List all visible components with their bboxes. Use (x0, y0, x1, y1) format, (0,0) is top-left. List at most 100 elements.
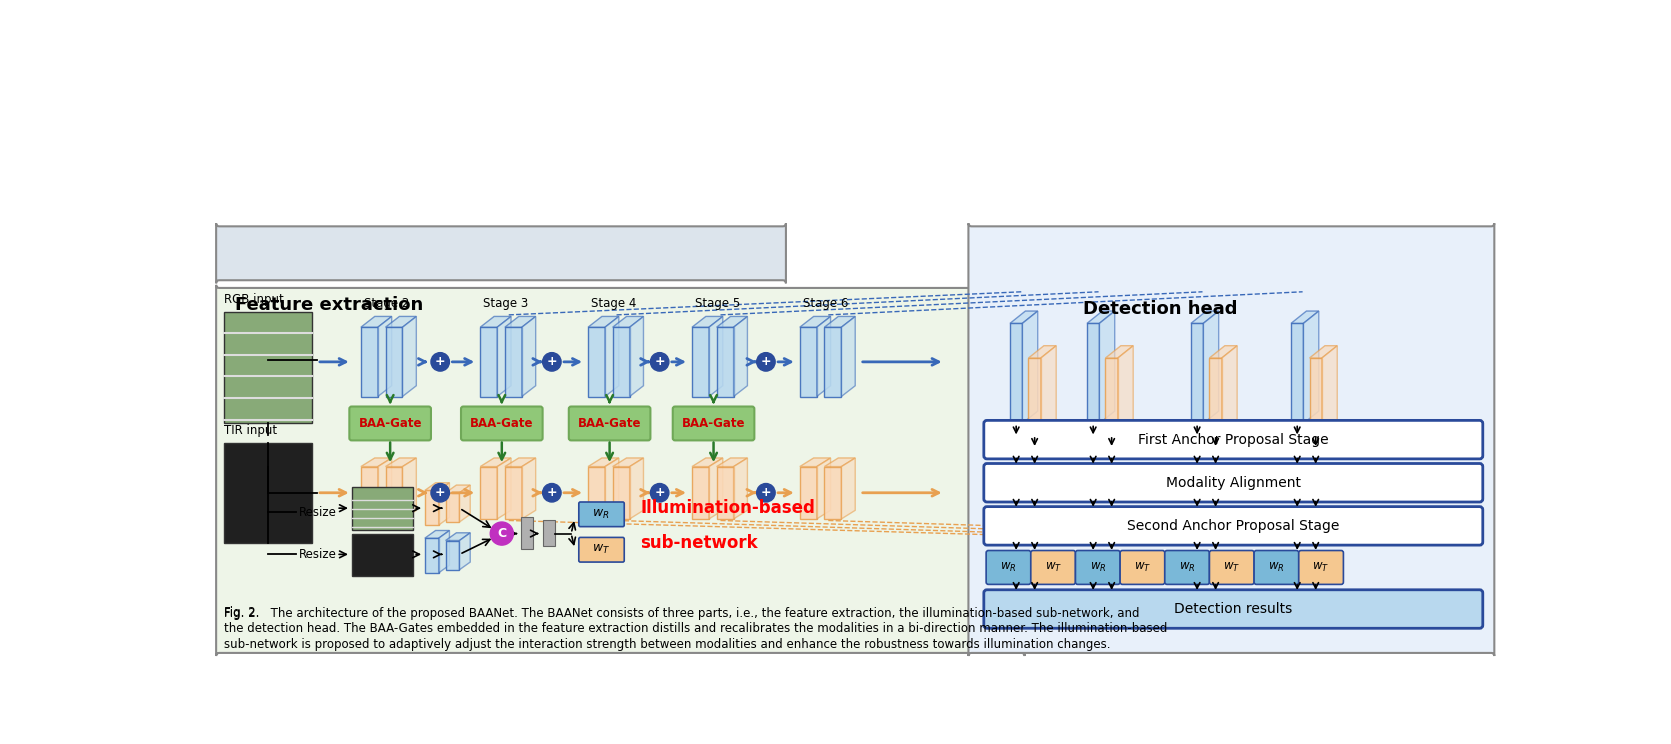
Text: Second Anchor Proposal Stage: Second Anchor Proposal Stage (1128, 519, 1340, 533)
Polygon shape (800, 466, 817, 519)
Polygon shape (446, 485, 470, 493)
Polygon shape (1203, 311, 1218, 423)
Polygon shape (1088, 311, 1115, 324)
Polygon shape (446, 493, 460, 522)
Polygon shape (424, 483, 449, 490)
Text: Modality Alignment: Modality Alignment (1166, 475, 1300, 490)
Circle shape (490, 522, 513, 545)
Polygon shape (824, 327, 842, 397)
Polygon shape (1023, 311, 1038, 423)
Text: Stage 6: Stage 6 (802, 297, 847, 310)
Polygon shape (842, 316, 856, 397)
Polygon shape (605, 316, 618, 397)
Polygon shape (361, 466, 378, 519)
Polygon shape (717, 466, 734, 519)
Polygon shape (1210, 346, 1237, 358)
Polygon shape (630, 316, 643, 397)
Polygon shape (480, 458, 511, 466)
FancyBboxPatch shape (1031, 551, 1076, 584)
Text: +: + (546, 356, 556, 368)
Text: Feature extraction: Feature extraction (234, 296, 423, 315)
Polygon shape (378, 458, 391, 519)
FancyBboxPatch shape (984, 590, 1482, 628)
Text: Detection head: Detection head (1083, 301, 1238, 318)
Polygon shape (386, 316, 416, 327)
Polygon shape (1292, 324, 1303, 423)
Text: Stage 2: Stage 2 (364, 297, 409, 310)
Polygon shape (505, 466, 521, 519)
Polygon shape (386, 466, 403, 519)
FancyBboxPatch shape (349, 406, 431, 440)
Polygon shape (709, 316, 724, 397)
Polygon shape (692, 466, 709, 519)
Polygon shape (734, 458, 747, 519)
FancyBboxPatch shape (521, 516, 533, 549)
Text: $w_R$: $w_R$ (1089, 561, 1106, 574)
Polygon shape (630, 458, 643, 519)
Text: BAA-Gate: BAA-Gate (358, 417, 421, 430)
Text: Stage 3: Stage 3 (483, 297, 528, 310)
Polygon shape (717, 316, 747, 327)
Polygon shape (1222, 346, 1237, 435)
Text: +: + (655, 487, 665, 499)
Polygon shape (800, 327, 817, 397)
FancyBboxPatch shape (984, 464, 1482, 502)
Polygon shape (1028, 346, 1056, 358)
Polygon shape (1106, 358, 1118, 435)
FancyBboxPatch shape (969, 223, 1494, 656)
Text: Resize: Resize (299, 548, 338, 561)
Polygon shape (505, 316, 536, 327)
Polygon shape (692, 316, 724, 327)
Polygon shape (734, 316, 747, 397)
FancyBboxPatch shape (351, 533, 413, 576)
Text: Detection results: Detection results (1175, 602, 1292, 616)
Polygon shape (1100, 311, 1115, 423)
Text: $w_T$: $w_T$ (592, 543, 610, 557)
Circle shape (757, 484, 775, 502)
Polygon shape (692, 327, 709, 397)
Polygon shape (817, 316, 830, 397)
Polygon shape (588, 458, 618, 466)
Polygon shape (588, 466, 605, 519)
Polygon shape (1191, 311, 1218, 324)
FancyBboxPatch shape (216, 285, 1024, 656)
Polygon shape (480, 466, 498, 519)
Polygon shape (378, 316, 391, 397)
FancyBboxPatch shape (578, 502, 625, 527)
Polygon shape (709, 458, 724, 519)
Polygon shape (588, 327, 605, 397)
FancyBboxPatch shape (986, 551, 1031, 584)
Polygon shape (1009, 324, 1023, 423)
Text: +: + (434, 487, 446, 499)
Polygon shape (480, 316, 511, 327)
Text: $w_R$: $w_R$ (593, 507, 610, 521)
Polygon shape (460, 485, 470, 522)
Polygon shape (424, 530, 449, 538)
Text: Stage 4: Stage 4 (592, 297, 637, 310)
Polygon shape (613, 466, 630, 519)
Polygon shape (1303, 311, 1318, 423)
Circle shape (650, 484, 668, 502)
Polygon shape (1191, 324, 1203, 423)
Polygon shape (1292, 311, 1318, 324)
Text: +: + (760, 356, 772, 368)
Polygon shape (446, 540, 460, 570)
FancyBboxPatch shape (984, 507, 1482, 545)
Circle shape (543, 484, 561, 502)
Text: RGB input: RGB input (224, 293, 284, 307)
Text: $w_T$: $w_T$ (1312, 561, 1330, 574)
Polygon shape (613, 316, 643, 327)
Polygon shape (439, 530, 449, 573)
Polygon shape (498, 458, 511, 519)
Circle shape (650, 353, 668, 371)
Polygon shape (800, 316, 830, 327)
Polygon shape (588, 316, 618, 327)
Circle shape (431, 484, 449, 502)
Text: sub-network is proposed to adaptively adjust the interaction strength between mo: sub-network is proposed to adaptively ad… (224, 638, 1110, 650)
Polygon shape (386, 327, 403, 397)
Text: the detection head. The BAA-Gates embedded in the feature extraction distills an: the detection head. The BAA-Gates embedd… (224, 622, 1168, 635)
FancyBboxPatch shape (1210, 551, 1255, 584)
FancyBboxPatch shape (673, 406, 754, 440)
Polygon shape (824, 316, 856, 327)
Polygon shape (1009, 311, 1038, 324)
